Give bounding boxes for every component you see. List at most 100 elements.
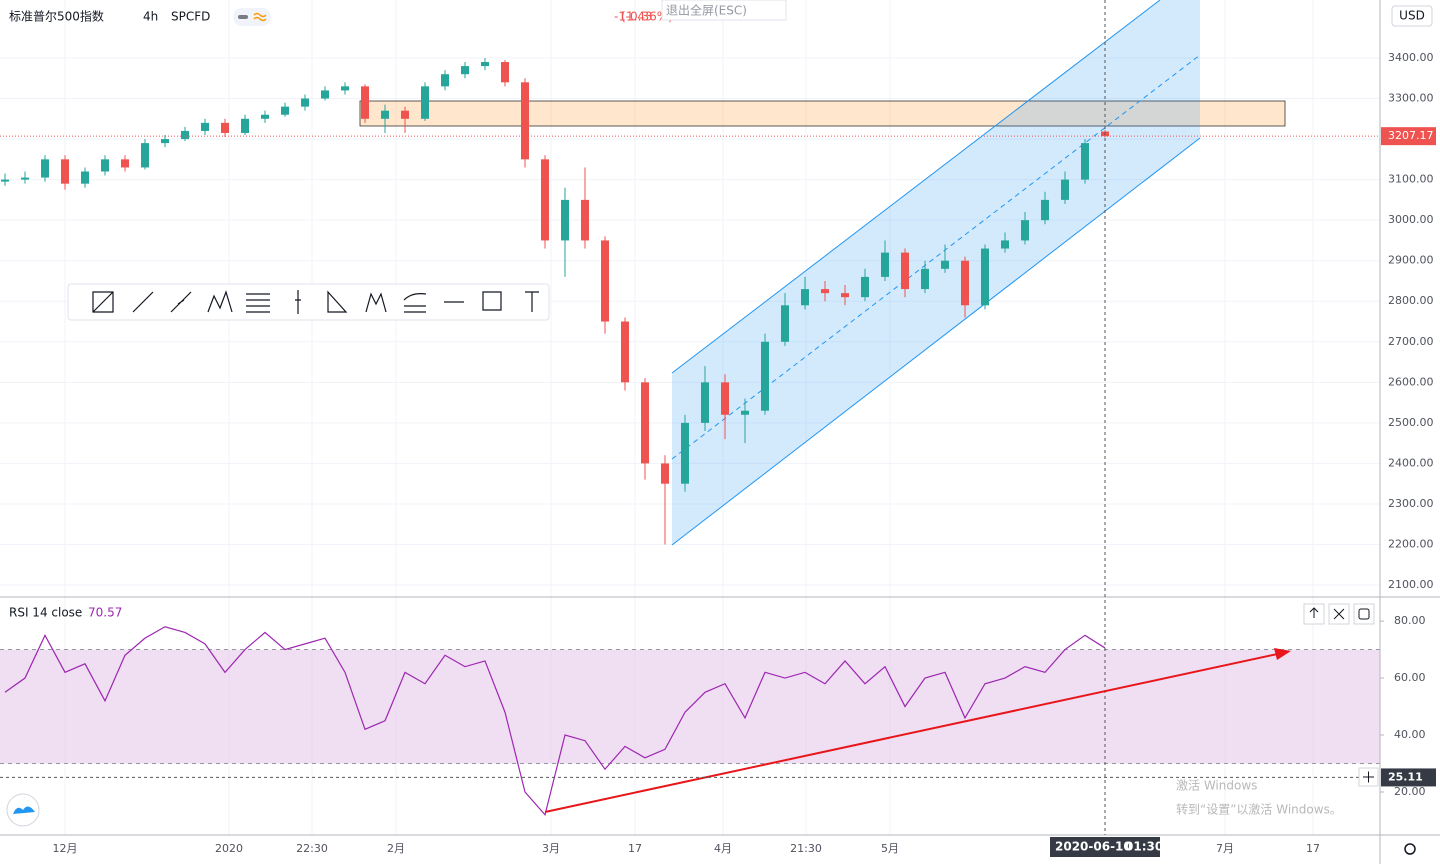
crosshair-value: 25.11 bbox=[1388, 770, 1423, 783]
candle-body bbox=[81, 171, 89, 184]
arrow-head bbox=[1274, 648, 1291, 660]
y-tick-label: 3400.00 bbox=[1388, 51, 1434, 64]
tool-text[interactable] bbox=[525, 291, 539, 312]
icon bbox=[1358, 608, 1370, 620]
x-tick-label: 2月 bbox=[387, 842, 405, 855]
candle-body bbox=[501, 62, 509, 83]
y-tick-label: 2900.00 bbox=[1388, 254, 1434, 267]
tool-box[interactable] bbox=[482, 291, 502, 311]
exit-fullscreen: 退出全屏(ESC) bbox=[666, 3, 747, 18]
y-tick-label: 2300.00 bbox=[1388, 497, 1434, 510]
candle-body bbox=[421, 86, 429, 119]
interval: 4h bbox=[143, 10, 158, 24]
candle-body bbox=[281, 106, 289, 115]
y-tick-label: 2200.00 bbox=[1388, 538, 1434, 551]
candle-body bbox=[241, 118, 249, 133]
symbol: 标准普尔500指数 bbox=[9, 9, 104, 24]
candle-body bbox=[1021, 220, 1029, 241]
rsi-line bbox=[4, 626, 1106, 817]
icon bbox=[1309, 607, 1319, 618]
rsi-last: 70.57 bbox=[88, 606, 122, 620]
last-price-label: 3207.17 bbox=[1388, 129, 1434, 142]
y-tick-label: 80.00 bbox=[1394, 614, 1426, 627]
trend-arrow[interactable] bbox=[544, 652, 1283, 813]
candle-body bbox=[21, 177, 29, 180]
icon bbox=[1363, 771, 1374, 783]
candle-body bbox=[141, 143, 149, 168]
x-tick-label: 12月 bbox=[53, 842, 78, 855]
candle-body bbox=[161, 139, 169, 144]
candle-body bbox=[481, 62, 489, 67]
watermark-subtitle: 转到“设置”以激活 Windows。 bbox=[1176, 802, 1342, 817]
y-tick-label: 60.00 bbox=[1394, 671, 1426, 684]
candle-body bbox=[1041, 199, 1049, 221]
x-tick-label: 7月 bbox=[1216, 842, 1234, 855]
tool-pattern[interactable] bbox=[207, 290, 233, 313]
candle-body bbox=[861, 276, 869, 298]
candle-body bbox=[461, 66, 469, 75]
currency-button[interactable] bbox=[1391, 5, 1433, 27]
y-tick-label: 2800.00 bbox=[1388, 294, 1434, 307]
channel-bottom[interactable] bbox=[671, 137, 1201, 546]
candle-body bbox=[881, 252, 889, 277]
logo-mark bbox=[13, 806, 35, 814]
icon bbox=[1333, 608, 1345, 620]
candle-body bbox=[261, 114, 269, 119]
pane-maximize-button[interactable] bbox=[1353, 603, 1375, 625]
x-tick-label: 3月 bbox=[542, 842, 560, 855]
last-price-box bbox=[1381, 127, 1436, 146]
y-tick-label: 3300.00 bbox=[1388, 92, 1434, 105]
price-zone[interactable] bbox=[359, 100, 1286, 127]
change: -11.43 bbox=[614, 10, 653, 24]
candle-body bbox=[761, 341, 769, 411]
candle-body bbox=[341, 86, 349, 91]
candle-body bbox=[201, 122, 209, 131]
tool-vline[interactable] bbox=[295, 290, 301, 314]
exit-fullscreen-button[interactable] bbox=[661, 0, 787, 21]
channel-mid[interactable] bbox=[671, 54, 1201, 460]
y-tick-label: 2400.00 bbox=[1388, 456, 1434, 469]
tool-line[interactable] bbox=[132, 291, 154, 313]
x-tick-label: 17 bbox=[628, 842, 642, 855]
settings-button[interactable] bbox=[1404, 843, 1416, 855]
x-tick-label: 4月 bbox=[714, 842, 732, 855]
candle-body bbox=[361, 86, 369, 119]
candle-body bbox=[961, 260, 969, 306]
y-tick-label: 2600.00 bbox=[1388, 375, 1434, 388]
y-tick-label: 2100.00 bbox=[1388, 578, 1434, 591]
tool-wave[interactable] bbox=[365, 292, 387, 313]
candle-body bbox=[561, 199, 569, 241]
candle-body bbox=[781, 305, 789, 342]
y-tick-label: 3000.00 bbox=[1388, 213, 1434, 226]
x-tick-label: 2020 bbox=[215, 842, 243, 855]
candle-body bbox=[381, 110, 389, 119]
candle-body bbox=[901, 252, 909, 290]
candle-body bbox=[581, 199, 589, 241]
candle-body bbox=[661, 463, 669, 484]
tool-fib[interactable] bbox=[246, 293, 270, 313]
candle-body bbox=[1001, 240, 1009, 249]
candle-body bbox=[121, 159, 129, 168]
candle-body bbox=[701, 382, 709, 423]
channel-top[interactable] bbox=[671, 0, 1161, 374]
tool-trend[interactable] bbox=[170, 291, 192, 313]
candle-body bbox=[981, 248, 989, 306]
crosshair-value-box bbox=[1381, 768, 1436, 787]
candle-body bbox=[1, 179, 9, 182]
candle-body bbox=[621, 321, 629, 383]
indicator-toggle[interactable] bbox=[233, 8, 271, 26]
tool-rect[interactable] bbox=[92, 291, 114, 313]
tool-triangle[interactable] bbox=[327, 290, 348, 313]
tool-fork[interactable] bbox=[403, 293, 427, 313]
x-tick-label: 22:30 bbox=[296, 842, 328, 855]
candle-body bbox=[801, 289, 809, 306]
candle-body bbox=[441, 74, 449, 87]
crosshair-date-box bbox=[1050, 837, 1160, 857]
candle-body bbox=[1061, 179, 1069, 200]
x-tick-label: 5月 bbox=[881, 842, 899, 855]
candle-body bbox=[681, 422, 689, 484]
candle-body bbox=[541, 159, 549, 241]
y-tick-label: 20.00 bbox=[1394, 785, 1426, 798]
candle-body bbox=[41, 159, 49, 178]
x-tick-label: 21:30 bbox=[790, 842, 822, 855]
